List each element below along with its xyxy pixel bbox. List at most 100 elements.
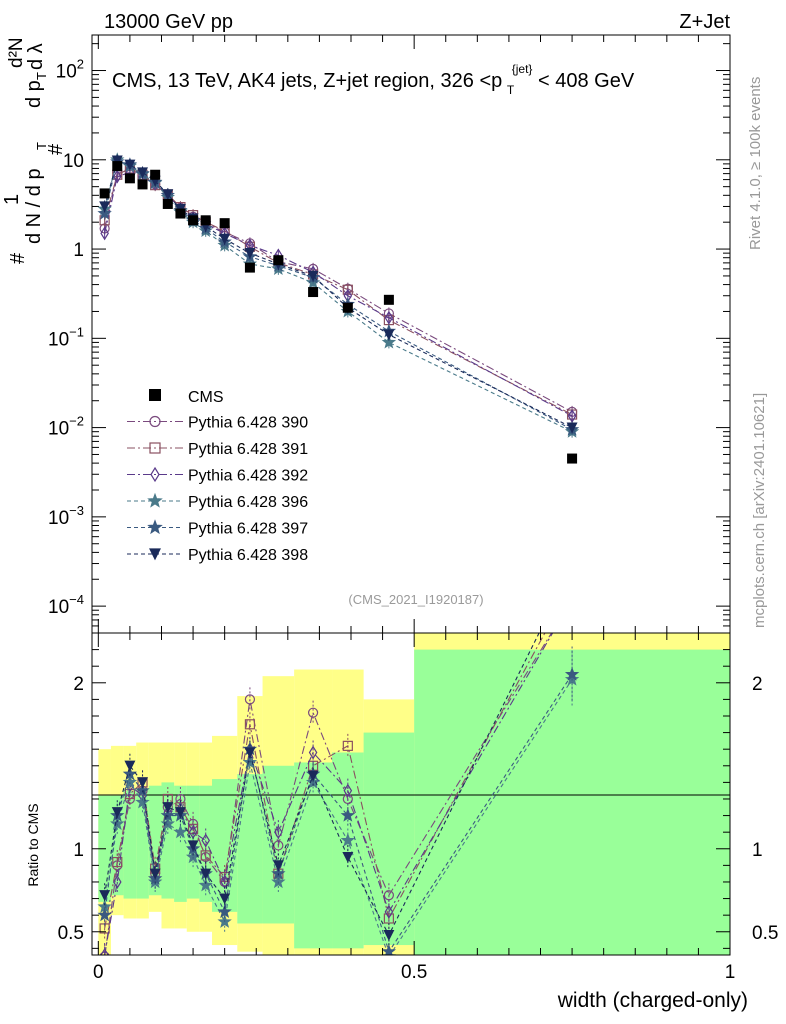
main-y-tick-label: 1 (73, 240, 84, 261)
ratio-series-point (244, 694, 256, 705)
ratio-panel: 0.5 0.51 12 2 0 0.5 1 Ratio to CMS width (cha… (25, 35, 778, 1012)
ratio-series-point (568, 595, 577, 604)
cms-data-point (124, 173, 135, 184)
main-series-point (162, 189, 174, 201)
legend-label: Pythia 6.428 396 (188, 494, 308, 511)
legend-marker (149, 548, 161, 561)
x-tick-label: 0.5 (401, 962, 427, 983)
cms-data-point (162, 198, 173, 209)
cms-data-point (99, 188, 110, 199)
ratio-series-point (383, 929, 395, 941)
main-series-point (137, 167, 149, 179)
main-y-tick-label: 10−4 (48, 592, 84, 618)
main-series-point (100, 226, 109, 241)
ylabel-den-b: d p (23, 80, 45, 108)
main-series-line (104, 169, 573, 413)
ratio-series-point (160, 808, 175, 822)
cms-data-point (219, 218, 230, 229)
ratio-series-line (104, 679, 573, 955)
ratio-y-tick-label: 1 (73, 840, 84, 861)
main-series-line (104, 161, 573, 431)
ylabel-den-a-sub: T (34, 142, 49, 150)
ratio-series-point (383, 913, 394, 924)
ratio-band-green (294, 762, 333, 949)
x-tick-label: 0 (93, 962, 104, 983)
main-series-point (566, 422, 578, 434)
ratio-series-line (104, 674, 573, 953)
chart-title: CMS, 13 TeV, AK4 jets, Z+jet region, 326… (112, 56, 635, 99)
ratio-series-point (99, 890, 111, 902)
ylabel-hash-2: # (45, 143, 67, 155)
ratio-series-point (111, 807, 123, 819)
ratio-series-point (201, 833, 211, 848)
main-series-point (244, 248, 256, 259)
ratio-series-point (173, 824, 188, 839)
legend-label: Pythia 6.428 391 (188, 441, 308, 458)
ratio-series-line (104, 633, 553, 955)
cms-data-point (244, 262, 255, 273)
main-series-point (381, 334, 397, 349)
legend: CMS Pythia 6.428 390 Pythia 6.428 391 Pythi… (127, 389, 308, 564)
header-left-title: 13000 GeV pp (104, 11, 233, 33)
ratio-series-point (112, 874, 122, 889)
ratio-series-point (160, 816, 175, 830)
main-series-point (384, 310, 394, 325)
ratio-series-point (122, 774, 138, 789)
cms-data-point (137, 179, 148, 190)
main-series-point (97, 205, 112, 220)
cms-data-point (188, 215, 199, 226)
analysis-label: (CMS_2021_I1920187) (348, 592, 483, 607)
legend-label: Pythia 6.428 398 (188, 547, 308, 564)
main-y-axis-label: # 1 d N / d p T # d²N d p T d λ (1, 37, 67, 264)
ratio-series-point (340, 832, 356, 847)
title-sub: T (507, 83, 515, 97)
ratio-series-point (97, 907, 112, 922)
legend-marker-cms (149, 389, 161, 401)
ratio-series-point (122, 766, 138, 781)
ratio-series-point (564, 666, 580, 681)
ratio-series-point (271, 874, 286, 889)
ratio-series-line (104, 633, 540, 937)
cms-data-point (567, 453, 578, 464)
title-prefix: CMS, 13 TeV, AK4 jets, Z+jet region, 326… (112, 70, 502, 92)
ratio-series-point (244, 719, 256, 730)
ratio-series-point (381, 944, 397, 955)
main-series-line (104, 159, 573, 429)
legend-label-cms: CMS (188, 389, 224, 406)
cms-data-point (383, 294, 394, 305)
main-series-point (307, 270, 319, 282)
x-ticks: 0 0.5 1 (93, 35, 735, 983)
ylabel-one: 1 (1, 194, 23, 205)
cms-data-point (150, 169, 161, 180)
ratio-series-layer (97, 595, 580, 955)
cms-data-point (273, 255, 284, 266)
rivet-label: Rivet 4.1.0, ≥ 100k events (747, 77, 764, 250)
ratio-series-point (272, 860, 284, 872)
ratio-series-point (383, 890, 394, 901)
main-y-tick-label: 10 (63, 151, 84, 172)
main-series-point (124, 159, 136, 171)
ratio-series-point (200, 868, 212, 880)
legend-label: Pythia 6.428 390 (188, 415, 308, 432)
ratio-series-point (100, 948, 109, 955)
main-series-point (111, 155, 123, 167)
ratio-series-point (135, 794, 150, 809)
ratio-band-green (123, 790, 137, 899)
main-cms-layer (99, 161, 578, 464)
ratio-y-tick-label-right: 0.5 (752, 923, 778, 944)
ratio-series-point (308, 745, 318, 760)
mcplots-label: mcplots.cern.ch [arXiv:2401.10621] (751, 393, 768, 628)
ratio-frame (91, 632, 731, 956)
x-axis-label: width (charged-only) (557, 989, 748, 1012)
ratio-series-point (384, 904, 394, 919)
ratio-y-tick-label-right: 1 (752, 840, 763, 861)
ratio-series-point (110, 816, 125, 830)
ratio-series-point (271, 866, 286, 880)
ratio-series-point (162, 802, 174, 814)
main-series-point (99, 201, 111, 213)
ylabel-den-c: d λ (25, 43, 47, 70)
legend-label: Pythia 6.428 392 (188, 468, 308, 485)
main-y-tick-label: 10−1 (48, 324, 84, 350)
ratio-series-clip (97, 595, 580, 955)
